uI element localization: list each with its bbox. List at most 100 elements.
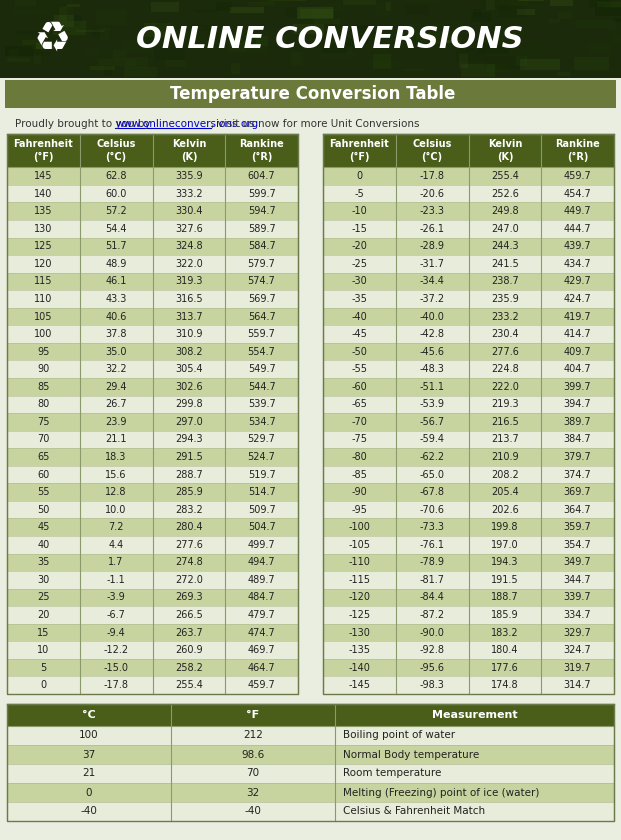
Text: 409.7: 409.7 [564, 347, 591, 357]
Text: 269.3: 269.3 [175, 592, 202, 602]
Text: -125: -125 [348, 610, 371, 620]
FancyBboxPatch shape [7, 134, 298, 167]
FancyBboxPatch shape [7, 483, 298, 501]
Text: 369.7: 369.7 [564, 487, 591, 497]
FancyBboxPatch shape [40, 2, 66, 13]
Text: 334.7: 334.7 [564, 610, 591, 620]
Text: 212: 212 [243, 731, 263, 741]
Text: -115: -115 [348, 575, 370, 585]
Text: 0: 0 [356, 171, 363, 181]
FancyBboxPatch shape [528, 61, 560, 66]
Text: 394.7: 394.7 [564, 399, 591, 409]
Text: 464.7: 464.7 [248, 663, 276, 673]
FancyBboxPatch shape [323, 536, 614, 554]
Text: 0: 0 [40, 680, 47, 690]
FancyBboxPatch shape [320, 54, 358, 58]
Text: -95: -95 [351, 505, 367, 515]
FancyBboxPatch shape [7, 325, 298, 343]
Text: -40: -40 [81, 806, 97, 816]
Text: Temperature Conversion Table: Temperature Conversion Table [170, 85, 456, 103]
Text: -45.6: -45.6 [420, 347, 445, 357]
Text: -15.0: -15.0 [104, 663, 129, 673]
FancyBboxPatch shape [58, 6, 73, 20]
Text: 241.5: 241.5 [491, 259, 519, 269]
Text: 75: 75 [37, 417, 50, 427]
Text: 384.7: 384.7 [564, 434, 591, 444]
Text: 1.7: 1.7 [109, 557, 124, 567]
FancyBboxPatch shape [597, 2, 621, 7]
FancyBboxPatch shape [613, 18, 621, 22]
FancyBboxPatch shape [473, 9, 482, 17]
FancyBboxPatch shape [7, 291, 298, 307]
FancyBboxPatch shape [7, 518, 298, 536]
Text: -90.0: -90.0 [420, 627, 445, 638]
FancyBboxPatch shape [35, 52, 51, 56]
Text: 85: 85 [37, 382, 50, 391]
Text: -62.2: -62.2 [420, 452, 445, 462]
FancyBboxPatch shape [230, 8, 264, 13]
Text: -84.4: -84.4 [420, 592, 445, 602]
FancyBboxPatch shape [323, 589, 614, 606]
Text: 589.7: 589.7 [248, 223, 276, 234]
FancyBboxPatch shape [5, 80, 616, 108]
Text: 333.2: 333.2 [175, 189, 202, 199]
FancyBboxPatch shape [519, 0, 544, 1]
FancyBboxPatch shape [587, 44, 613, 55]
FancyBboxPatch shape [323, 676, 614, 694]
FancyBboxPatch shape [347, 46, 353, 55]
Text: -130: -130 [348, 627, 370, 638]
FancyBboxPatch shape [323, 238, 614, 255]
FancyBboxPatch shape [609, 20, 615, 30]
Text: 559.7: 559.7 [248, 329, 276, 339]
FancyBboxPatch shape [589, 0, 611, 7]
FancyBboxPatch shape [323, 396, 614, 413]
FancyBboxPatch shape [306, 28, 343, 31]
Text: 32: 32 [246, 788, 260, 797]
FancyBboxPatch shape [7, 726, 614, 745]
FancyBboxPatch shape [145, 24, 171, 37]
Text: -48.3: -48.3 [420, 365, 445, 375]
Text: -1.1: -1.1 [107, 575, 125, 585]
Text: 50: 50 [37, 505, 50, 515]
FancyBboxPatch shape [461, 64, 495, 76]
Text: 302.6: 302.6 [175, 382, 202, 391]
Text: 100: 100 [79, 731, 99, 741]
Text: 324.7: 324.7 [564, 645, 591, 655]
Text: -76.1: -76.1 [420, 540, 445, 550]
Text: -9.4: -9.4 [107, 627, 125, 638]
Text: -17.8: -17.8 [420, 171, 445, 181]
Text: 199.8: 199.8 [491, 522, 519, 533]
FancyBboxPatch shape [386, 3, 391, 11]
FancyBboxPatch shape [466, 49, 475, 51]
Text: 32.2: 32.2 [106, 365, 127, 375]
Text: -51.1: -51.1 [420, 382, 445, 391]
FancyBboxPatch shape [7, 704, 614, 726]
FancyBboxPatch shape [497, 0, 530, 6]
Text: 65: 65 [37, 452, 50, 462]
FancyBboxPatch shape [300, 9, 335, 18]
FancyBboxPatch shape [341, 38, 368, 45]
FancyBboxPatch shape [323, 554, 614, 571]
Text: 120: 120 [34, 259, 53, 269]
Text: 54.4: 54.4 [106, 223, 127, 234]
Text: 514.7: 514.7 [248, 487, 276, 497]
Text: 359.7: 359.7 [564, 522, 591, 533]
Text: -67.8: -67.8 [420, 487, 445, 497]
Text: -110: -110 [348, 557, 370, 567]
Text: -87.2: -87.2 [420, 610, 445, 620]
FancyBboxPatch shape [7, 641, 298, 659]
Text: 4.4: 4.4 [109, 540, 124, 550]
Text: 46.1: 46.1 [106, 276, 127, 286]
FancyBboxPatch shape [323, 431, 614, 449]
FancyBboxPatch shape [19, 36, 55, 47]
Text: 43.3: 43.3 [106, 294, 127, 304]
Text: 20: 20 [37, 610, 50, 620]
Text: 177.6: 177.6 [491, 663, 519, 673]
Text: 479.7: 479.7 [248, 610, 276, 620]
FancyBboxPatch shape [195, 9, 217, 13]
Text: -3.9: -3.9 [107, 592, 125, 602]
FancyBboxPatch shape [30, 45, 54, 49]
Text: Measurement: Measurement [432, 710, 517, 720]
FancyBboxPatch shape [486, 63, 508, 71]
FancyBboxPatch shape [369, 60, 403, 66]
